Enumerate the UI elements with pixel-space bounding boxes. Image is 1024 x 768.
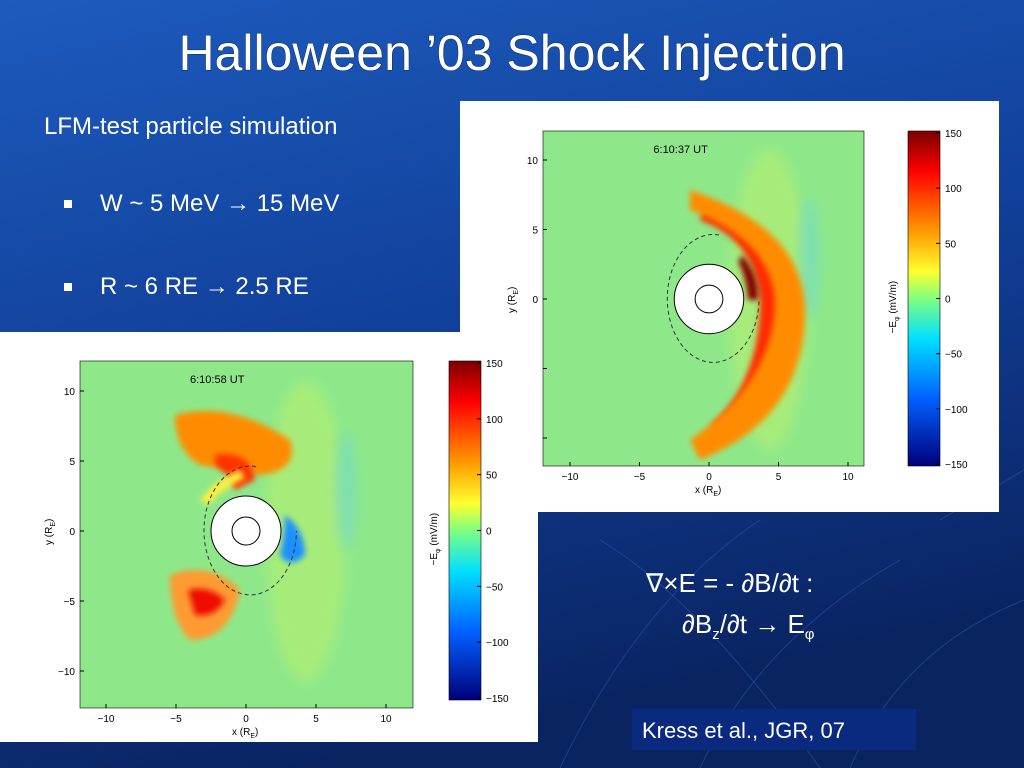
- colorbar-tick-label: −50: [945, 350, 962, 361]
- colorbar-tick-label: 0: [945, 295, 951, 306]
- field-region: [188, 588, 225, 616]
- colorbar-label: −Eφ (mV/m): [888, 281, 901, 334]
- label-sub: φ: [435, 548, 442, 553]
- x-axis-label: x (RE): [695, 485, 721, 498]
- x-tick-label: 0: [243, 714, 249, 725]
- label-part: ): [718, 485, 721, 496]
- bullet-marker: [64, 200, 72, 208]
- colorbar-tick-label: −150: [945, 460, 968, 471]
- field-region: [215, 454, 255, 490]
- label-part: ): [255, 727, 258, 738]
- label-part: ): [44, 519, 55, 522]
- title: Halloween ’03 Shock Injection: [178, 25, 845, 81]
- heatmap: [80, 361, 413, 708]
- colorbar-label: −Eφ (mV/m): [429, 513, 442, 566]
- equation: ∂Bz/∂t → Eφ: [682, 609, 815, 643]
- y-axis-label: y (RE): [507, 287, 520, 313]
- bullet: W ~ 5 MeV → 15 MeV: [100, 190, 339, 217]
- x-tick-label: 5: [776, 472, 782, 483]
- label-sub: E: [250, 733, 255, 740]
- eq-part: /∂t → E: [720, 609, 805, 639]
- x-axis-label: x (RE): [232, 727, 258, 740]
- heatmap-haze: [336, 431, 356, 551]
- colorbar: [907, 130, 941, 467]
- colorbar-tick-label: 150: [486, 359, 503, 370]
- y-tick-label: −5: [64, 597, 76, 608]
- citation: Kress et al., JGR, 07: [642, 718, 845, 743]
- label-part: (mV/m): [888, 281, 899, 317]
- heatmap-haze: [799, 199, 819, 319]
- colorbar-tick-label: −150: [486, 694, 509, 705]
- orbit-path: [203, 465, 297, 596]
- x-tick-label: −10: [98, 714, 115, 725]
- label-part: x (R: [695, 485, 713, 496]
- colorbar-tick-label: −100: [486, 638, 509, 649]
- time-label: 6:10:58 UT: [190, 374, 245, 386]
- colorbar-tick-label: −100: [945, 405, 968, 416]
- label-part: −E: [888, 321, 899, 334]
- bullet: R ~ 6 RE → 2.5 RE: [100, 273, 309, 300]
- x-tick-label: 0: [706, 472, 712, 483]
- x-tick-label: −5: [170, 714, 182, 725]
- x-tick-label: −5: [634, 472, 646, 483]
- field-region: [280, 515, 305, 563]
- label-part: y (R: [44, 527, 55, 545]
- y-tick-label: 10: [527, 156, 539, 167]
- label-part: y (R: [507, 295, 518, 313]
- heatmap: [543, 131, 864, 466]
- colorbar-tick-label: 50: [486, 471, 498, 482]
- x-tick-label: −10: [562, 472, 579, 483]
- field-region: [690, 190, 806, 460]
- colorbar-tick-label: 100: [945, 184, 962, 195]
- earth: [231, 516, 261, 546]
- field-region: [175, 410, 292, 475]
- label-sub: E: [513, 290, 520, 295]
- y-tick-label: −10: [58, 667, 75, 678]
- colorbar-tick-label: 100: [486, 415, 503, 426]
- eq-sub: φ: [805, 626, 815, 643]
- y-tick-label: 5: [532, 226, 538, 237]
- label-sub: φ: [894, 316, 901, 321]
- bullet-marker: [64, 283, 72, 291]
- earth: [694, 284, 724, 314]
- eq-sub: z: [712, 626, 720, 643]
- y-tick-label: 5: [69, 457, 75, 468]
- subtitle: LFM-test particle simulation: [44, 113, 337, 140]
- colorbar-tick-label: −50: [486, 582, 503, 593]
- colorbar-tick-label: 150: [945, 129, 962, 140]
- label-part: ): [507, 287, 518, 290]
- label-sub: E: [713, 491, 718, 498]
- eq-part: ∂B: [682, 609, 712, 639]
- field-region: [738, 255, 759, 300]
- label-part: (mV/m): [429, 513, 440, 549]
- x-tick-label: 10: [842, 472, 854, 483]
- y-axis-label: y (RE): [44, 519, 57, 545]
- time-label: 6:10:37 UT: [653, 144, 708, 156]
- orbit-path: [666, 234, 760, 363]
- label-part: −E: [429, 553, 440, 566]
- x-tick-label: 5: [313, 714, 319, 725]
- y-tick-label: 10: [64, 387, 76, 398]
- colorbar-tick-label: 50: [945, 239, 957, 250]
- citation-box: [632, 709, 916, 750]
- colorbar-tick-label: 0: [486, 527, 492, 538]
- x-tick-label: 10: [380, 714, 392, 725]
- y-tick-label: 0: [532, 295, 538, 306]
- label-sub: E: [50, 522, 57, 527]
- y-tick-label: 0: [69, 527, 75, 538]
- label-part: x (R: [232, 727, 250, 738]
- equation: ∇×E = - ∂B/∂t :: [645, 568, 813, 598]
- colorbar: [448, 360, 482, 701]
